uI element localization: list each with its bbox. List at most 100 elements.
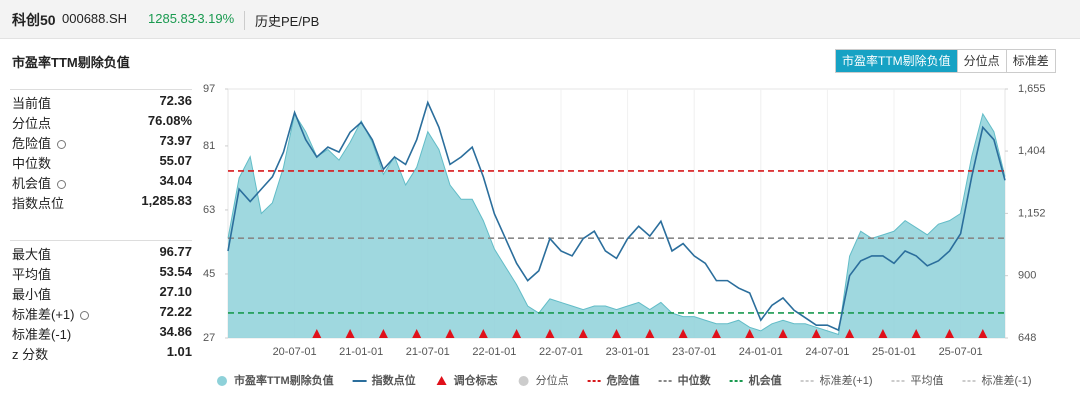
rebalance-marker [578,329,588,338]
legend-swatch [436,376,447,385]
settings-icon[interactable] [80,311,90,320]
stats-row: 最大值 96.77 [10,241,192,262]
rebalance-marker [811,329,821,338]
stats-row: 当前值 72.36 [10,90,192,111]
stats-value: 55.07 [159,153,192,168]
index-change: -3.19% [193,11,235,26]
y2-tick-label: 648 [1018,332,1036,344]
stats-value: 27.10 [159,284,192,299]
rebalance-marker [945,329,954,338]
pe-area-edge [227,112,1006,336]
settings-icon[interactable] [57,180,67,189]
legend-label[interactable]: 危险值 [606,373,640,387]
stats-row: 平均值 53.54 [10,261,192,282]
x-tick-label: 24-01-01 [739,346,783,358]
legend-label[interactable]: 平均值 [910,374,943,387]
stats-label: 指数点位 [12,196,65,211]
rebalance-marker [745,329,755,338]
stats-row: 分位点 76.08% [10,110,192,131]
stats-label: 最大值 [12,247,52,262]
rebalance-marker [545,329,555,338]
stats-value: 1,285.83 [141,193,192,208]
rebalance-marker [911,329,921,338]
stats-row: 危险值 73.97 [10,130,192,152]
x-tick-label: 23-07-01 [672,346,716,358]
settings-icon[interactable] [57,140,67,149]
x-tick-label: 25-01-01 [872,346,916,358]
legend-label[interactable]: 市盈率TTM剔除负值 [234,373,334,387]
y-tick-label: 81 [203,140,215,152]
legend-label[interactable]: 指数点位 [372,373,416,387]
x-tick-label: 20-07-01 [273,346,317,358]
tab[interactable]: 分位点 [956,50,1006,72]
stats-label: 最小值 [12,287,52,302]
legend-label[interactable]: 分位点 [536,373,569,387]
legend-label[interactable]: 标准差(-1) [981,373,1031,387]
rebalance-marker [678,329,688,338]
legend-swatch [518,376,529,386]
stats-label: z 分数 [12,347,49,362]
stats-row: 指数点位 1,285.83 [10,190,192,211]
legend-label[interactable]: 机会值 [749,373,782,387]
rebalance-marker [478,329,488,338]
stats-value: 34.86 [159,324,192,339]
stats-value: 72.22 [159,304,192,319]
y-tick-label: 97 [203,83,215,95]
legend-label[interactable]: 调仓标志 [454,373,498,387]
x-tick-label: 23-01-01 [606,346,650,358]
stats-value: 34.04 [159,173,192,188]
tab[interactable]: 标准差 [1005,50,1055,72]
stats-value: 53.54 [159,264,192,279]
rebalance-marker [878,329,888,338]
x-tick-label: 22-01-01 [472,346,516,358]
x-tick-label: 21-01-01 [339,346,383,358]
stats-value: 73.97 [159,133,192,148]
rebalance-marker [612,329,621,338]
legend-swatch [217,376,227,386]
stats-label: 中位数 [12,156,52,171]
index-line [227,100,1006,332]
y-tick-label: 45 [203,268,215,280]
stats-value: 76.08% [147,113,192,128]
rebalance-marker [778,329,788,338]
rebalance-marker [978,329,988,338]
y2-tick-label: 900 [1018,270,1036,282]
rebalance-marker [845,329,855,338]
x-tick-label: 24-07-01 [805,346,849,358]
tool-link[interactable]: 历史PE/PB [244,11,319,30]
stats-label: 标准差(-1) [12,327,72,342]
stats-label: 标准差(+1) [12,304,90,323]
stats-value: 72.36 [159,93,192,108]
tab[interactable]: 市盈率TTM剔除负值 [836,50,957,72]
stats-group: 最大值 96.77 平均值 53.54 最小值 27.10 标准差(+1) 72.22 标准差(… [10,240,192,362]
rebalance-marker [412,329,422,338]
stats-row: 标准差(-1) 34.86 [10,321,192,342]
stats-label: 机会值 [12,173,67,192]
rebalance-marker [645,329,655,338]
rebalance-marker [312,329,322,338]
rebalance-marker [711,329,721,338]
stats-label: 平均值 [12,267,52,282]
stats-row: z 分数 1.01 [10,341,192,362]
index-code: 000688.SH [62,11,128,26]
x-tick-label: 25-07-01 [939,346,983,358]
legend-label[interactable]: 中位数 [678,373,712,387]
index-price: 1285.83 [148,11,195,26]
y-tick-label: 63 [203,204,215,216]
tabs: 市盈率TTM剔除负值 分位点 标准差 [835,49,1056,73]
panel-title: 市盈率TTM剔除负值 [12,55,130,70]
y2-tick-label: 1,404 [1018,145,1046,157]
rebalance-marker [512,329,522,338]
x-tick-label: 22-07-01 [539,346,583,358]
stats-row: 中位数 55.07 [10,150,192,171]
stats-group: 当前值 72.36 分位点 76.08% 危险值 73.97 中位数 55.07 机会值 34.0… [10,89,192,211]
legend-label[interactable]: 标准差(+1) [820,373,873,387]
stats-value: 96.77 [159,244,192,259]
y2-tick-label: 1,152 [1018,207,1046,219]
y2-tick-label: 1,655 [1018,83,1046,95]
y-tick-label: 27 [203,332,215,344]
stats-label: 危险值 [12,133,67,152]
rebalance-marker [345,329,355,338]
index-name: 科创50 [12,12,56,28]
